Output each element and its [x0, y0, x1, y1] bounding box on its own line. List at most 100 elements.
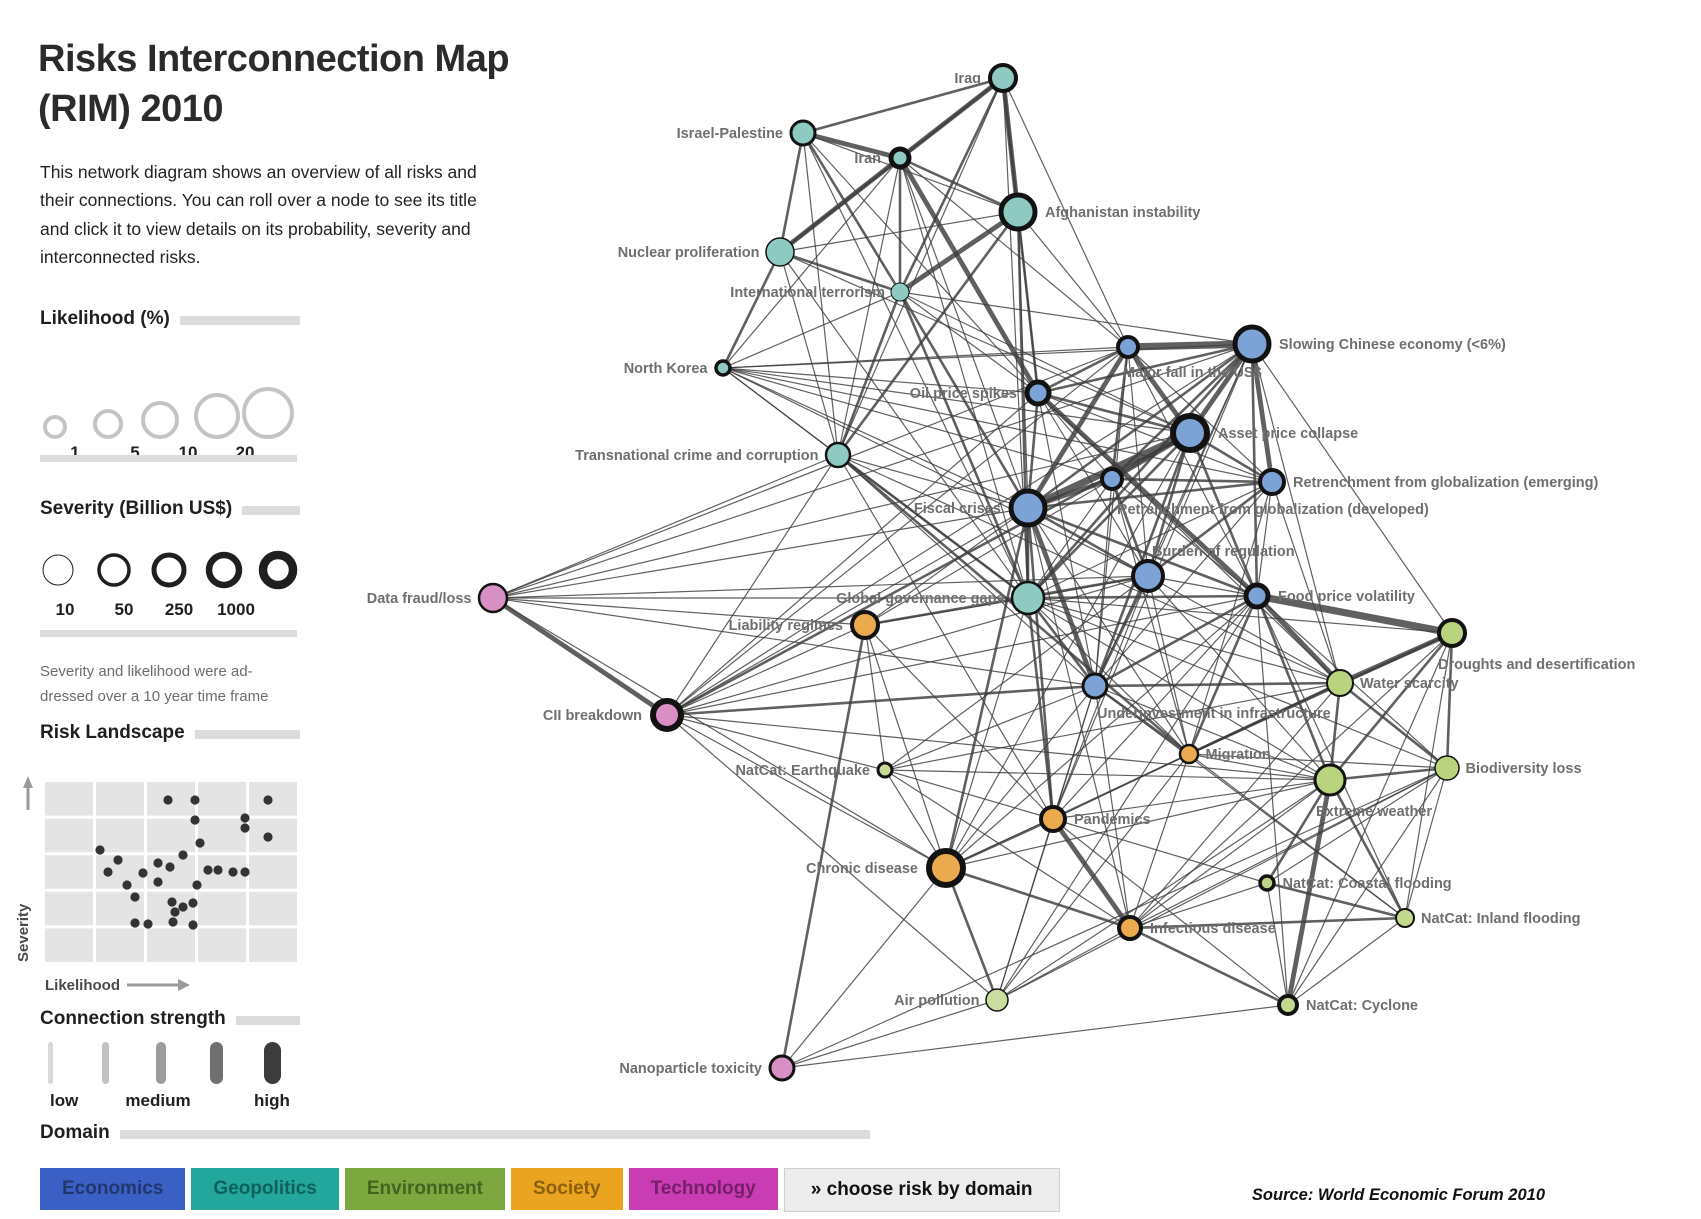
node-water[interactable]: [1326, 669, 1354, 697]
node-developed[interactable]: [1100, 467, 1124, 491]
landscape-grid-cell: [198, 782, 246, 816]
edge: [666, 392, 1039, 716]
node-emerging[interactable]: [1258, 468, 1286, 496]
edge: [899, 157, 1129, 348]
node-oil[interactable]: [1024, 379, 1052, 407]
edge: [1037, 392, 1273, 483]
domain-button-geopolitics[interactable]: Geopolitics: [191, 1168, 339, 1210]
edge: [899, 291, 1191, 434]
landscape-dot: [228, 867, 238, 877]
node-burden[interactable]: [1131, 559, 1165, 593]
edge: [996, 595, 1258, 1001]
edge: [492, 597, 1096, 687]
edge: [666, 714, 1331, 781]
edge: [491, 596, 669, 717]
landscape-dot: [195, 838, 205, 848]
edge: [945, 597, 1029, 869]
edge: [1255, 594, 1342, 685]
landscape-grid-cell: [198, 891, 246, 926]
node-cii[interactable]: [650, 698, 684, 732]
domain-button-society[interactable]: Society: [510, 1168, 623, 1210]
node-coastal[interactable]: [1258, 874, 1276, 892]
node-fiscal[interactable]: [1008, 488, 1048, 528]
node-underinvest[interactable]: [1081, 672, 1109, 700]
edge: [1147, 480, 1273, 578]
edge: [1256, 595, 1406, 919]
node-nuclear[interactable]: [765, 237, 795, 267]
node-asset[interactable]: [1170, 413, 1210, 453]
domain-button-bar: Economics Geopolitics Environment Society Te…: [40, 1168, 1060, 1212]
domain-header: Domain: [40, 1122, 870, 1144]
edge: [666, 714, 886, 771]
node-label-crime: Transnational crime and corruption: [575, 448, 818, 464]
node-food[interactable]: [1243, 582, 1271, 610]
edge: [1266, 881, 1406, 920]
edge: [801, 132, 902, 293]
likelihood-tick-label: 1: [70, 443, 79, 460]
domain-button-environment[interactable]: Environment: [344, 1168, 505, 1210]
edge: [1266, 882, 1289, 1006]
risk-landscape-chart: Severity Likelihood: [15, 776, 297, 994]
landscape-dot: [263, 795, 273, 805]
edge: [864, 624, 947, 869]
landscape-grid-cell: [45, 818, 93, 853]
edge: [1111, 477, 1273, 484]
node-chronic[interactable]: [926, 848, 966, 888]
edge: [1052, 818, 1268, 884]
severity-tick-label: 250: [165, 600, 193, 619]
landscape-dot: [168, 917, 178, 927]
likelihood-size-circle: [141, 401, 179, 439]
node-airpoll[interactable]: [985, 988, 1009, 1012]
edge: [779, 250, 901, 294]
edge: [899, 156, 1019, 214]
node-majorfall[interactable]: [1116, 335, 1140, 359]
node-datafraud[interactable]: [477, 582, 509, 614]
edge: [1129, 779, 1331, 929]
landscape-grid-cell: [249, 891, 297, 926]
node-label-migration: Migration: [1206, 747, 1271, 763]
landscape-grid-cell: [249, 782, 297, 816]
node-migration[interactable]: [1178, 743, 1200, 765]
node-biodiversity[interactable]: [1434, 755, 1460, 781]
node-iraq[interactable]: [988, 63, 1018, 93]
edge: [1328, 779, 1407, 919]
node-liability[interactable]: [850, 610, 880, 640]
edge: [666, 714, 998, 1001]
node-inland[interactable]: [1395, 908, 1415, 928]
node-cyclone[interactable]: [1277, 994, 1299, 1016]
edge: [1027, 506, 1149, 578]
strength-label: low: [50, 1091, 79, 1110]
node-terror[interactable]: [890, 282, 910, 302]
node-infectious[interactable]: [1117, 915, 1143, 941]
node-droughts[interactable]: [1437, 618, 1467, 648]
edge: [1094, 685, 1131, 929]
node-slowing[interactable]: [1232, 324, 1272, 364]
node-earthquake[interactable]: [876, 761, 894, 779]
node-nano[interactable]: [768, 1054, 796, 1082]
choose-risk-by-domain-button[interactable]: » choose risk by domain: [783, 1168, 1060, 1212]
domain-button-technology[interactable]: Technology: [628, 1168, 778, 1210]
node-israel[interactable]: [789, 119, 817, 147]
landscape-grid-cell: [45, 928, 93, 962]
node-pandemics[interactable]: [1039, 805, 1067, 833]
node-extreme[interactable]: [1313, 763, 1347, 797]
header-rule: [119, 1130, 870, 1139]
node-iran[interactable]: [888, 146, 912, 170]
edge: [492, 346, 1129, 599]
edge: [884, 685, 1096, 771]
node-crime[interactable]: [824, 441, 852, 469]
edge: [492, 343, 1253, 599]
edge: [1328, 632, 1454, 781]
domain-button-economics[interactable]: Economics: [40, 1168, 186, 1210]
node-nkorea[interactable]: [714, 359, 732, 377]
strength-label: high: [254, 1091, 290, 1110]
landscape-dot: [153, 858, 163, 868]
node-afghan[interactable]: [998, 192, 1038, 232]
landscape-grid-cell: [96, 782, 144, 816]
edge: [1026, 597, 1097, 687]
node-label-majorfall: Major fall in the US$: [1123, 365, 1262, 381]
node-ggaps[interactable]: [1010, 580, 1046, 616]
node-label-iran: Iran: [854, 151, 881, 167]
landscape-dot: [95, 845, 105, 855]
edge: [1027, 342, 1253, 510]
